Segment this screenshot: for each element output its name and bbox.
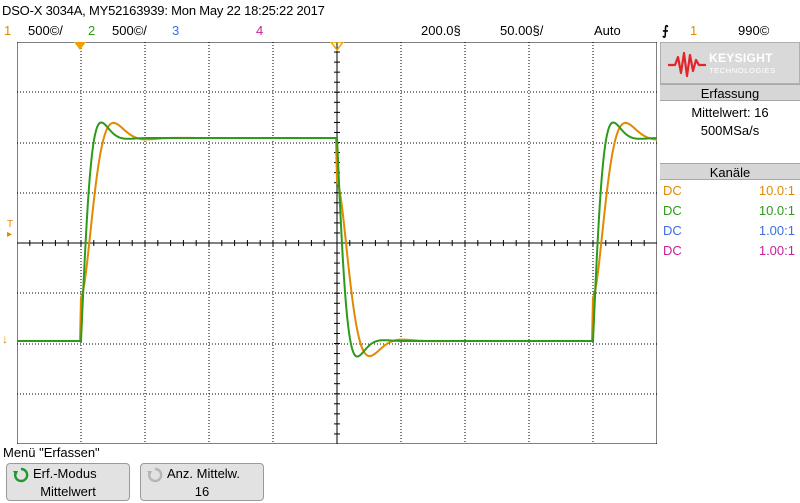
ground-level-marker[interactable]: ↓ bbox=[2, 333, 8, 345]
acquisition-header: Erfassung bbox=[660, 84, 800, 101]
ch1-probe: 10.0:1 bbox=[758, 183, 795, 198]
ground-marker-icon: ↓ bbox=[2, 332, 8, 346]
trigger-level[interactable]: 990© bbox=[738, 23, 770, 38]
trigger-level-label: T bbox=[7, 219, 14, 230]
channel-row-2: DC 10.0:1 bbox=[660, 201, 800, 221]
acquisition-rate: 500MSa/s bbox=[700, 123, 760, 138]
softkey-average-count-value: 16 bbox=[194, 484, 210, 499]
trigger-mode[interactable]: Auto bbox=[594, 23, 621, 38]
ch2-number[interactable]: 2 bbox=[88, 23, 96, 38]
timebase-scale[interactable]: 50.00§/ bbox=[500, 23, 544, 38]
ch3-coupling: DC bbox=[663, 223, 682, 238]
waveform-display[interactable] bbox=[17, 42, 657, 444]
channel-row-3: DC 1.00:1 bbox=[660, 221, 800, 241]
keysight-wave-icon bbox=[668, 51, 706, 78]
ch4-number[interactable]: 4 bbox=[256, 23, 264, 38]
rotate-knob-icon bbox=[13, 467, 29, 483]
ch3-number[interactable]: 3 bbox=[172, 23, 180, 38]
side-panel: KEYSIGHT TECHNOLOGIES Erfassung Mittelwe… bbox=[660, 42, 800, 444]
trigger-level-arrow-icon: ▸ bbox=[7, 229, 13, 240]
timebase-position[interactable]: 200.0§ bbox=[421, 23, 461, 38]
softkey-average-count[interactable]: Anz. Mittelw. 16 bbox=[140, 463, 264, 501]
softkey-acquisition-mode-label: Erf.-Modus bbox=[33, 466, 97, 481]
keysight-logo: KEYSIGHT TECHNOLOGIES bbox=[660, 42, 800, 84]
brand-subtitle: TECHNOLOGIES bbox=[709, 66, 776, 75]
acquisition-mode: Mittelwert: 16 bbox=[691, 105, 769, 120]
window-title: DSO-X 3034A, MY52163939: Mon May 22 18:2… bbox=[2, 3, 325, 18]
channels-header: Kanäle bbox=[660, 163, 800, 180]
rotate-knob-icon bbox=[147, 467, 163, 483]
ch1-coupling: DC bbox=[663, 183, 682, 198]
ch1-number[interactable]: 1 bbox=[4, 23, 12, 38]
softkey-average-count-label: Anz. Mittelw. bbox=[167, 466, 240, 481]
time-reference-marker[interactable] bbox=[330, 42, 344, 52]
graticule-center-ticks bbox=[17, 42, 657, 435]
trigger-point-marker[interactable] bbox=[74, 42, 86, 50]
ch2-coupling: DC bbox=[663, 203, 682, 218]
channel-row-1: DC 10.0:1 bbox=[660, 181, 800, 201]
ch1-scale[interactable]: 500©/ bbox=[28, 23, 63, 38]
ch2-waveform bbox=[17, 121, 657, 358]
ch4-coupling: DC bbox=[663, 243, 682, 258]
ch2-scale[interactable]: 500©/ bbox=[112, 23, 147, 38]
channel-row-4: DC 1.00:1 bbox=[660, 241, 800, 261]
trigger-source[interactable]: 1 bbox=[690, 23, 698, 38]
trigger-level-marker[interactable]: T ▸ bbox=[7, 220, 13, 240]
softkey-acquisition-mode[interactable]: Erf.-Modus Mittelwert bbox=[6, 463, 130, 501]
menu-title: Menü "Erfassen" bbox=[3, 445, 100, 460]
ch2-probe: 10.0:1 bbox=[758, 203, 795, 218]
softkey-acquisition-mode-value: Mittelwert bbox=[40, 484, 96, 499]
trigger-slope-icon: ⨍ bbox=[662, 23, 669, 38]
ch4-probe: 1.00:1 bbox=[758, 243, 795, 258]
brand-name: KEYSIGHT bbox=[709, 51, 773, 65]
channel-status-bar: 1 500©/ 2 500©/ 3 4 200.0§ 50.00§/ Auto … bbox=[0, 22, 800, 40]
ch3-probe: 1.00:1 bbox=[758, 223, 795, 238]
